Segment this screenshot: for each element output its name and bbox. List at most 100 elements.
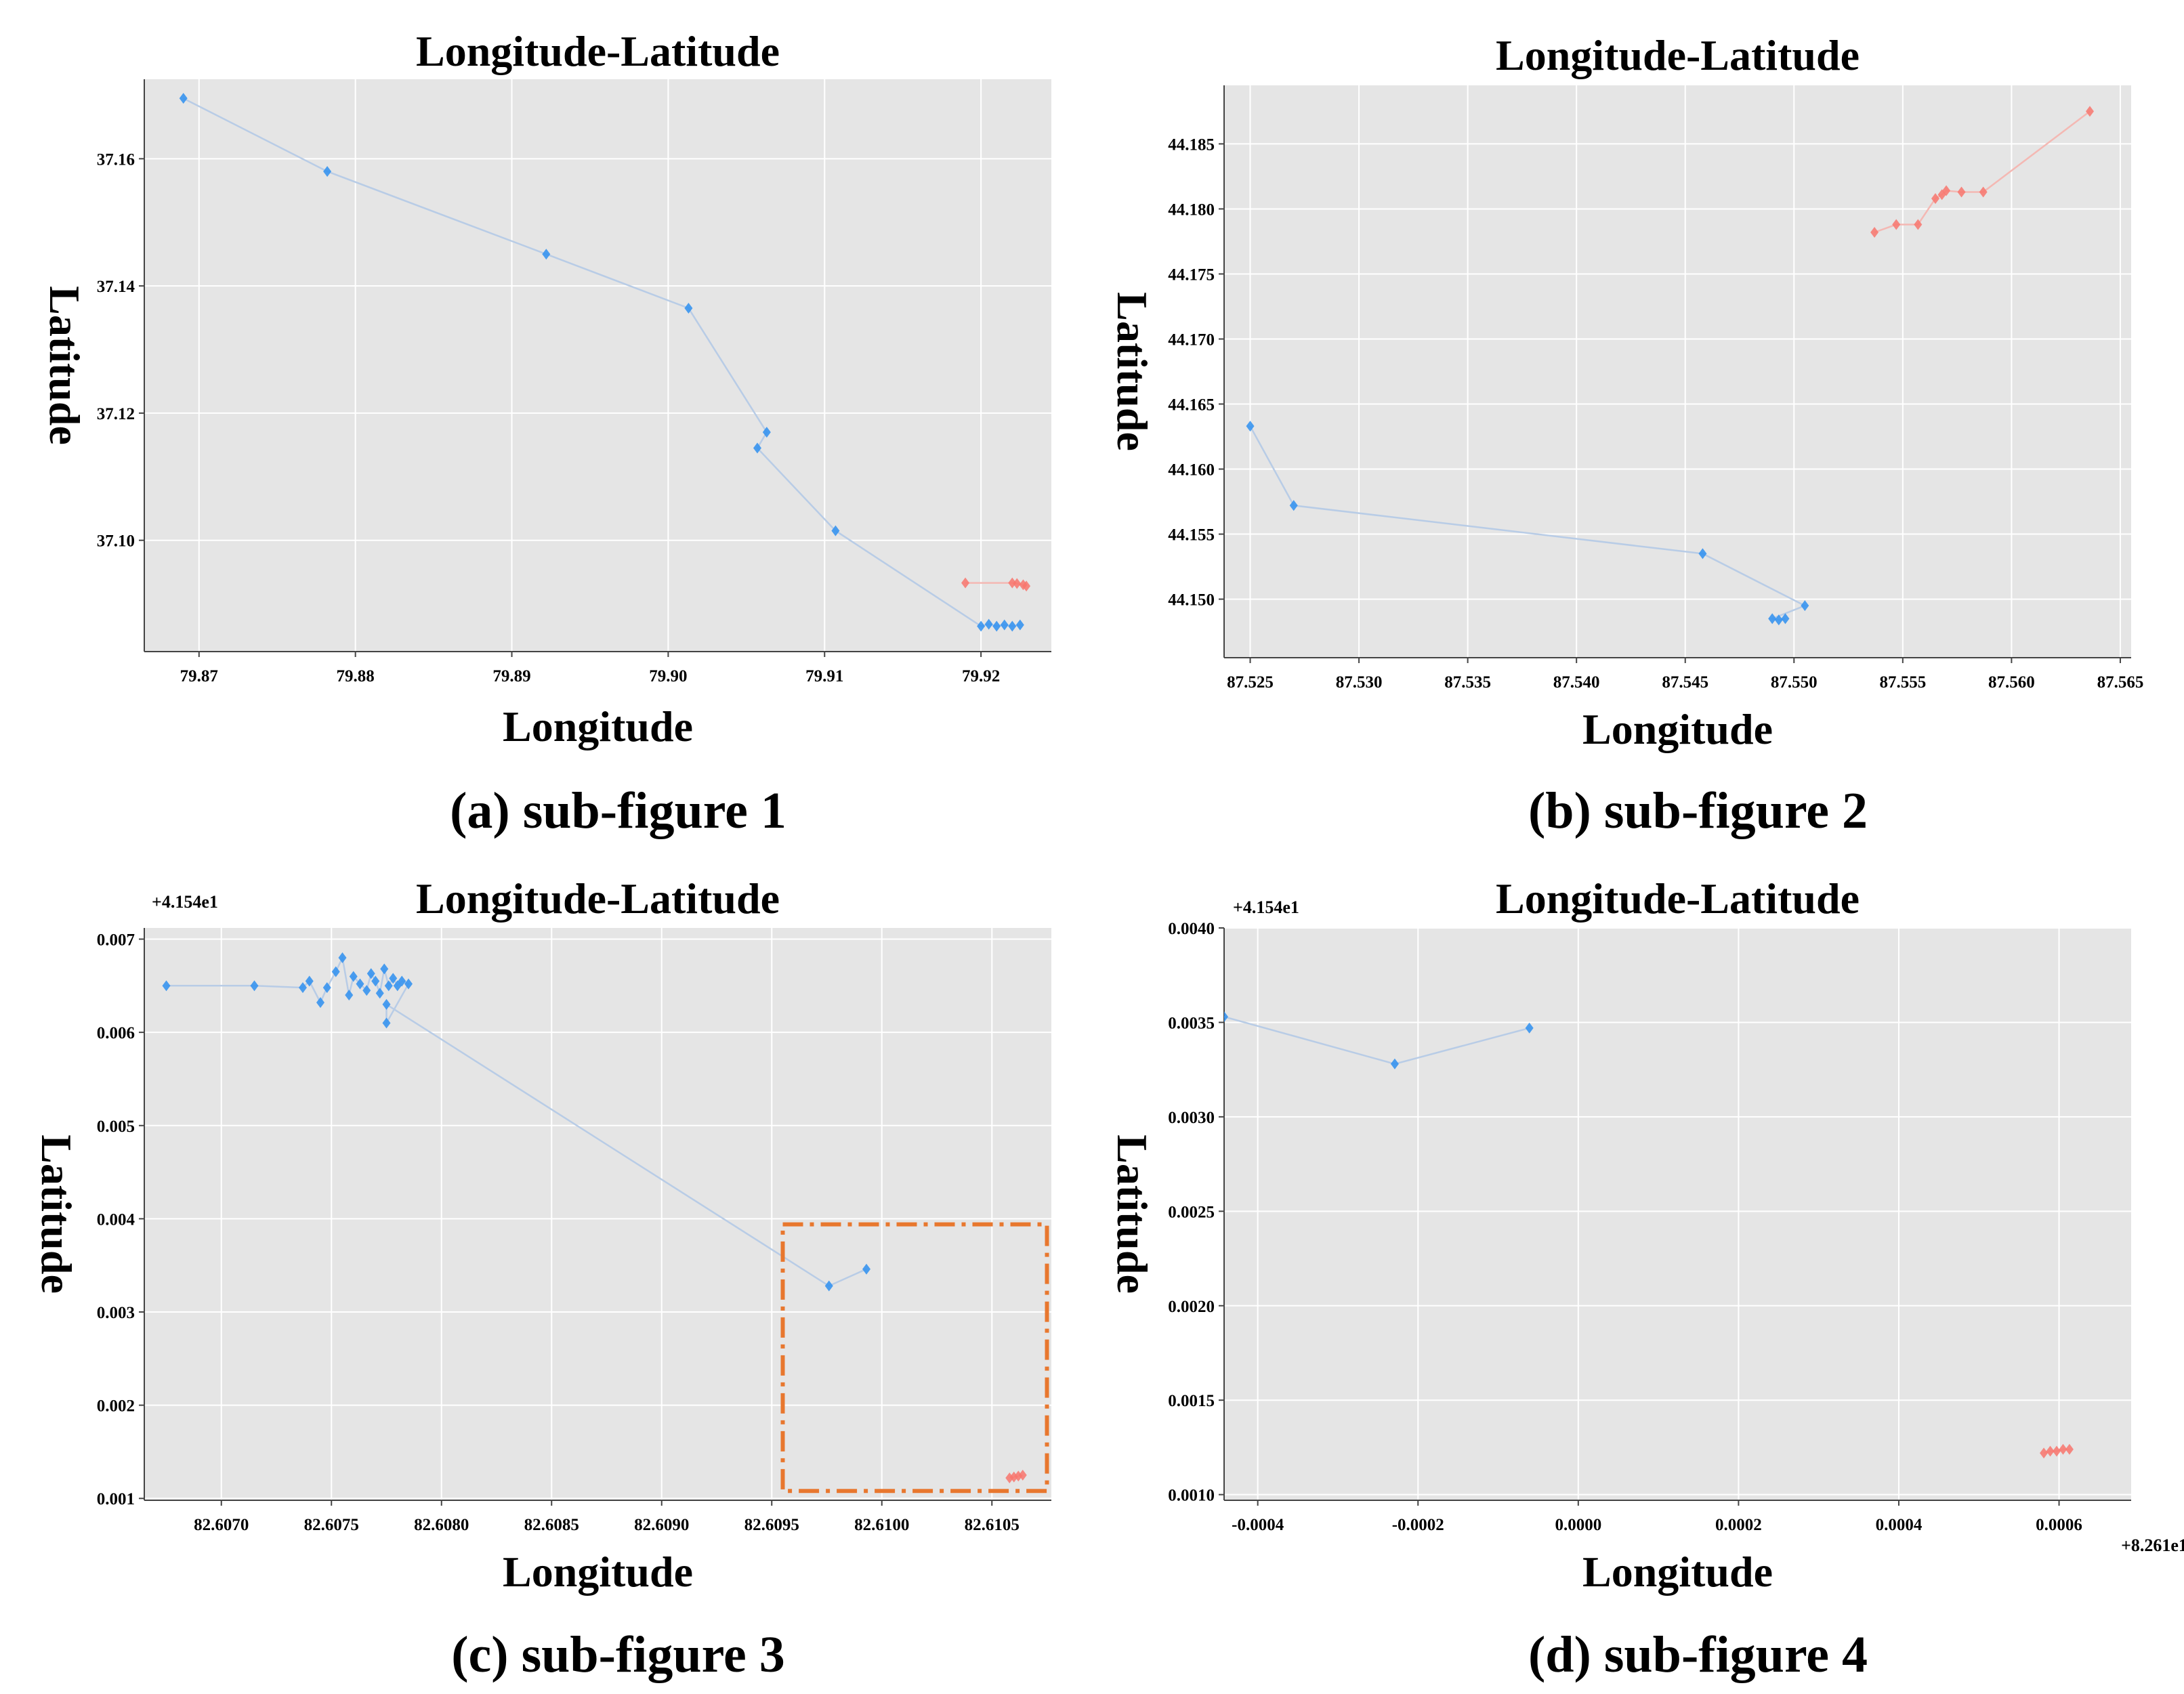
chart-title: Longitude-Latitude [416,874,780,923]
x-tick-label: 82.6070 [194,1516,249,1534]
red-data-point [2085,106,2094,117]
y-tick-label: 37.10 [97,532,135,551]
y-tick-label: 0.004 [97,1210,135,1229]
blue-data-point [349,971,358,982]
sub-figure-caption: (a) sub-figure 1 [450,782,786,839]
blue-data-point [1698,548,1707,559]
blue-data-point [1000,619,1009,631]
x-tick-label: 79.88 [337,667,375,685]
red-data-point [2059,1443,2067,1455]
x-tick-label: 0.0002 [1715,1516,1762,1534]
data-layer [1246,106,2094,626]
chart-3: 82.6070 82.6075 82.6080 82.6085 82.6090 82.60… [33,874,1051,1683]
gridlines [1224,85,2131,658]
x-tick-label: 0.0006 [2036,1516,2082,1534]
x-tick-label: 82.6080 [414,1516,469,1534]
blue-data-point [1224,1011,1228,1023]
blue-data-point [389,973,398,984]
chart-4: -0.0004 -0.0002 0.0000 0.0002 0.0004 0.0006 0.… [1108,874,2184,1683]
y-tick-label: 0.003 [97,1304,135,1322]
x-tick-label: 79.89 [492,667,530,685]
x-offset-label: +8.261e1 [2121,1536,2184,1555]
plot-area [1224,928,2131,1500]
chart-title: Longitude-Latitude [1496,31,1860,79]
blue-data-point [762,427,771,438]
red-data-point [1892,219,1901,230]
y-tick-label: 37.16 [97,150,135,169]
blue-data-point [1774,614,1783,626]
sub-figure-caption: (c) sub-figure 3 [451,1626,785,1683]
red-data-point [1914,219,1923,230]
y-tick-label: 44.155 [1168,526,1215,545]
gridlines [144,928,1051,1500]
y-axis-label: Latitude [1108,1135,1156,1294]
blue-data-point [542,249,551,260]
red-data-point [1870,227,1879,238]
chart-title: Longitude-Latitude [416,27,780,75]
x-tick-label: 0.0000 [1555,1516,1601,1534]
x-tick-label: 82.6090 [634,1516,689,1534]
blue-data-point [1246,421,1255,432]
blue-data-point [1781,613,1790,624]
x-tick-label: 82.6100 [854,1516,909,1534]
chart-2: 87.525 87.530 87.535 87.540 87.545 87.550 87.5… [1108,31,2143,839]
x-tick-label: 79.92 [962,667,1000,685]
red-data-point [1013,578,1022,589]
blue-data-point [984,618,993,630]
blue-data-point [992,620,1001,632]
x-tick-label: 82.6075 [304,1516,359,1534]
blue-data-point [384,980,393,992]
red-data-point [1022,580,1031,592]
blue-data-point [305,975,314,987]
blue-data-point [1801,600,1809,612]
y-axis-label: Latitude [41,286,89,445]
blue-data-point [831,525,840,536]
blue-data-point [179,93,188,104]
y-tick-label: 44.165 [1168,396,1215,415]
blue-data-point [382,1017,391,1029]
y-tick-label: 0.001 [97,1490,135,1508]
red-data-point [1957,186,1966,198]
red-data-point [2040,1447,2049,1459]
blue-data-point [404,978,413,990]
blue-data-point [356,978,364,990]
plot-area [144,79,1051,652]
x-tick-label: 87.535 [1444,673,1491,692]
x-tick-label: 87.560 [1988,673,2035,692]
y-tick-label: 44.170 [1168,331,1215,349]
y-tick-label: 44.150 [1168,591,1215,610]
x-tick-label: 87.565 [2097,673,2144,692]
y-axis-label: Latitude [33,1135,81,1294]
x-tick-label: -0.0002 [1392,1516,1444,1534]
blue-data-point [824,1280,833,1292]
blue-data-point [366,968,375,979]
x-tick-label: 87.525 [1227,673,1274,692]
x-tick-label: 0.0004 [1876,1516,1923,1534]
y-tick-label: 0.005 [97,1118,135,1136]
highlight-box [780,1222,1049,1494]
blue-data-point [382,998,391,1010]
data-layer [162,952,1027,1483]
x-tick-label: 79.90 [649,667,687,685]
y-tick-label: 0.0035 [1168,1014,1215,1032]
blue-data-point [1525,1022,1534,1034]
y-tick-label: 44.180 [1168,200,1215,219]
y-tick-label: 44.160 [1168,461,1215,480]
plot-area [1224,85,2131,658]
blue-data-point [1008,620,1017,632]
red-data-point [2046,1445,2055,1457]
y-tick-label: 0.0040 [1168,920,1215,938]
y-tick-label: 0.002 [97,1397,135,1416]
blue-data-point [1015,619,1024,631]
x-axis-label: Longitude [1582,705,1773,753]
red-data-point [1942,185,1951,196]
x-tick-label: -0.0004 [1232,1516,1284,1534]
blue-data-point [753,442,761,454]
x-axis-label: Longitude [503,702,693,750]
x-axis-label: Longitude [1582,1548,1773,1596]
x-tick-label: 87.550 [1771,673,1818,692]
blue-data-point [345,990,354,1001]
data-layer [179,93,1031,632]
blue-data-point [380,963,389,975]
red-data-point [1979,186,1988,198]
